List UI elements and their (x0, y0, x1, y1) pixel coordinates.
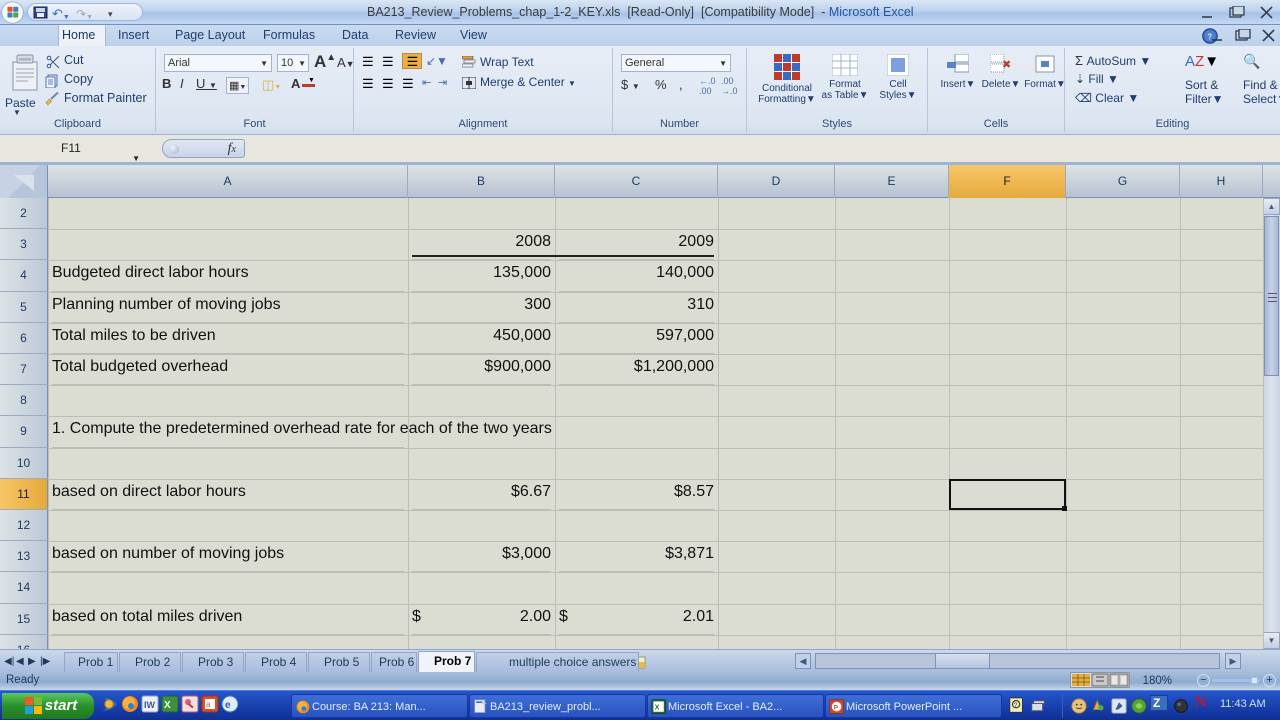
svg-text:IW: IW (144, 700, 156, 710)
svg-text:?: ? (1014, 702, 1018, 709)
svg-text:✖: ✖ (1002, 59, 1011, 71)
svg-text:a: a (206, 700, 211, 709)
svg-text:X: X (164, 700, 171, 711)
svg-text:e: e (225, 700, 231, 711)
svg-text:P: P (834, 704, 839, 711)
svg-text:X: X (655, 702, 660, 711)
